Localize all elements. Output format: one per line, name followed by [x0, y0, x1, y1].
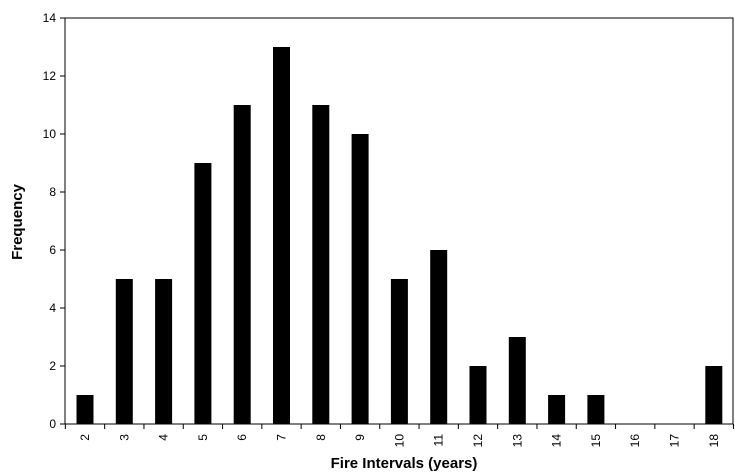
bar-15	[587, 395, 605, 424]
x-tick-label-14: 14	[550, 434, 564, 448]
bar-11	[430, 250, 448, 424]
bar-14	[548, 395, 566, 424]
x-tick-label-9: 9	[353, 434, 367, 441]
y-tick-label-4: 4	[49, 301, 56, 315]
bar-2	[76, 395, 94, 424]
y-tick-label-6: 6	[49, 243, 56, 257]
plot-area: 0 2 4 6 8 10 12 14 2 3 4 5 6 7 8 9 10 11 12 13 14 15 16 17 18	[43, 11, 734, 447]
y-tick-label-0: 0	[49, 417, 56, 431]
x-tick-label-2: 2	[78, 434, 92, 441]
y-tick-label-14: 14	[43, 11, 57, 25]
x-tick-label-4: 4	[157, 434, 171, 441]
bar-4	[155, 279, 173, 424]
x-tick-label-12: 12	[471, 434, 485, 448]
bar-6	[233, 105, 251, 424]
bar-9	[351, 134, 369, 424]
x-tick-label-13: 13	[510, 434, 524, 448]
bar-5	[194, 163, 212, 424]
bar-8	[312, 105, 330, 424]
y-tick-label-2: 2	[49, 359, 56, 373]
bar-13	[508, 337, 526, 424]
x-tick-label-8: 8	[314, 434, 328, 441]
y-tick-label-12: 12	[43, 69, 57, 83]
x-tick-label-16: 16	[628, 434, 642, 448]
x-tick-label-17: 17	[668, 434, 682, 448]
x-tick-label-5: 5	[196, 434, 210, 441]
bar-12	[469, 366, 487, 424]
y-axis-title: Frequency	[9, 183, 26, 260]
bar-7	[273, 47, 290, 424]
bar-3	[115, 279, 133, 424]
x-axis-title: Fire Intervals (years)	[331, 455, 478, 472]
bar-10	[390, 279, 408, 424]
x-tick-label-10: 10	[392, 434, 406, 448]
x-tick-label-3: 3	[117, 434, 131, 441]
x-tick-label-7: 7	[275, 434, 289, 441]
bar-18	[705, 366, 723, 424]
y-tick-label-10: 10	[43, 127, 57, 141]
x-tick-label-15: 15	[589, 434, 603, 448]
x-tick-label-11: 11	[432, 434, 446, 447]
x-tick-label-6: 6	[235, 434, 249, 441]
x-tick-label-18: 18	[707, 434, 721, 448]
y-tick-label-8: 8	[49, 185, 56, 199]
